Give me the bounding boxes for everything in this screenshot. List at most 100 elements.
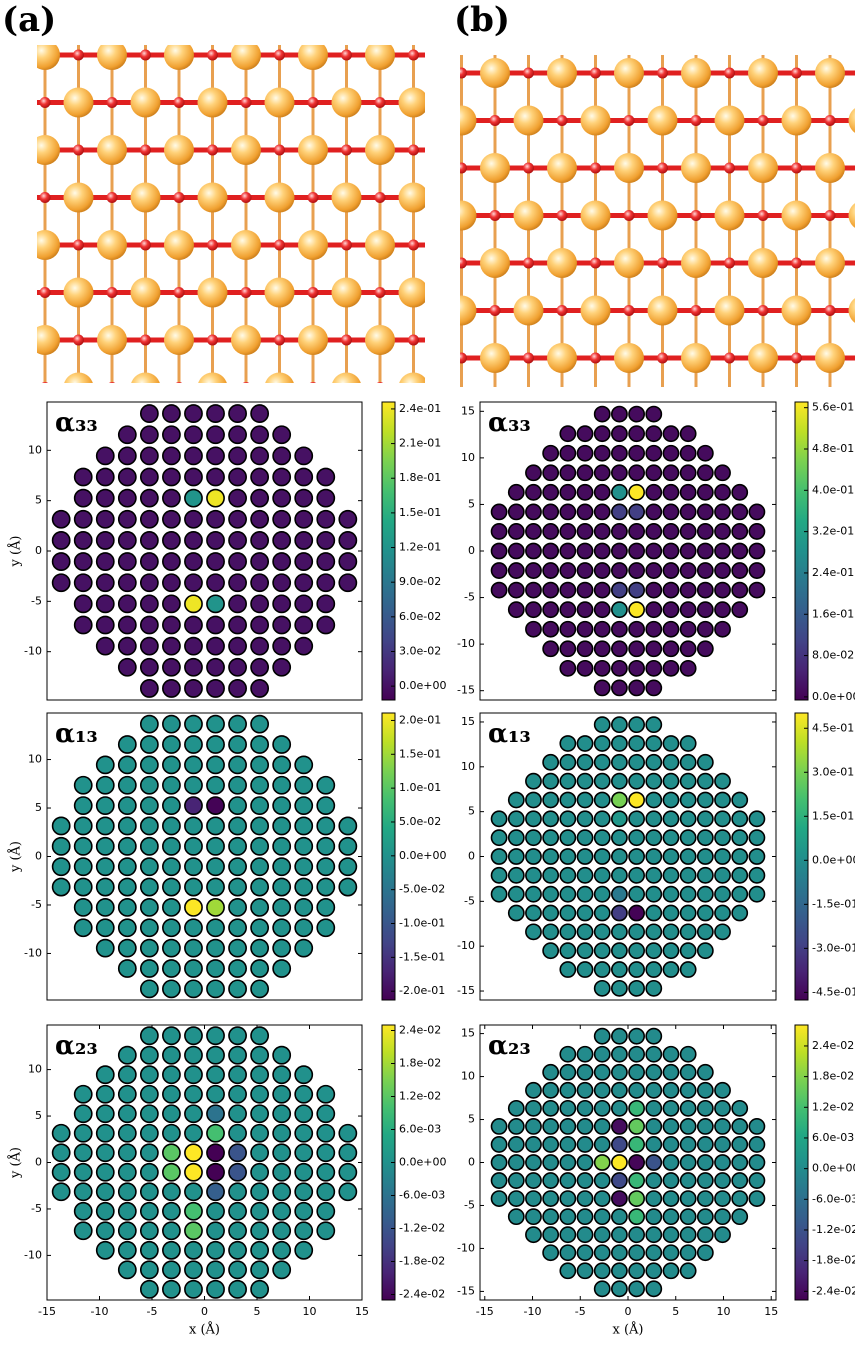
point [185, 511, 202, 528]
point [612, 583, 627, 598]
point [663, 887, 678, 902]
point [207, 574, 224, 591]
point [595, 924, 610, 939]
point [185, 858, 202, 875]
point [681, 602, 696, 617]
point [732, 1191, 747, 1206]
y-tick-label: 10 [28, 753, 42, 766]
point [185, 426, 202, 443]
point [185, 736, 202, 753]
point [612, 661, 627, 676]
point [119, 777, 136, 794]
point [75, 511, 92, 528]
point [646, 1281, 661, 1296]
point [141, 1086, 158, 1103]
point [543, 543, 558, 558]
point [273, 511, 290, 528]
point [207, 405, 224, 422]
point [295, 1105, 312, 1122]
point [163, 468, 180, 485]
oxygen-atom [341, 240, 352, 251]
point [663, 1245, 678, 1260]
oxygen-atom [107, 192, 118, 203]
point [663, 1083, 678, 1098]
point [663, 868, 678, 883]
point [732, 602, 747, 617]
point [229, 777, 246, 794]
point [97, 511, 114, 528]
point [251, 899, 268, 916]
point [141, 553, 158, 570]
point [141, 1203, 158, 1220]
point [251, 659, 268, 676]
point [646, 524, 661, 539]
point [75, 1203, 92, 1220]
point [295, 1164, 312, 1181]
point [732, 849, 747, 864]
colorbar-tick-label: 1.8e-01 [399, 471, 441, 484]
point [251, 777, 268, 794]
point [75, 919, 92, 936]
point [141, 468, 158, 485]
point [229, 817, 246, 834]
point [251, 1242, 268, 1259]
point [295, 1144, 312, 1161]
point [273, 659, 290, 676]
point [295, 797, 312, 814]
point [273, 878, 290, 895]
colorbar-tick-label: 1.5e-01 [812, 809, 854, 822]
colorbar-tick-label: -1.8e-02 [399, 1255, 445, 1268]
metal-atom [648, 106, 678, 136]
point [612, 1029, 627, 1044]
point [207, 1144, 224, 1161]
point [207, 426, 224, 443]
point [629, 943, 644, 958]
point [595, 736, 610, 751]
point [317, 532, 334, 549]
point [715, 868, 730, 883]
point [295, 858, 312, 875]
colorbar-tick-label: 2.0e-01 [399, 713, 441, 726]
point [681, 1083, 696, 1098]
point [646, 563, 661, 578]
point [715, 1191, 730, 1206]
point [663, 641, 678, 656]
point [560, 622, 575, 637]
point [229, 1281, 246, 1298]
point [163, 899, 180, 916]
y-tick-label: -10 [24, 645, 42, 658]
point [119, 899, 136, 916]
point [595, 446, 610, 461]
point [273, 919, 290, 936]
point [141, 1105, 158, 1122]
body: (a) (b) 1050-5-10y (Å)α₃₃0.0e+003.0e-026… [0, 0, 855, 1364]
point [577, 583, 592, 598]
point [509, 1173, 524, 1188]
point [207, 919, 224, 936]
point [577, 1191, 592, 1206]
point [163, 574, 180, 591]
point [185, 1066, 202, 1083]
point [629, 755, 644, 770]
colorbar-tick-label: -1.5e-01 [812, 897, 855, 910]
point [612, 426, 627, 441]
colorbar-tick-label: 1.5e-01 [399, 747, 441, 760]
point [749, 1155, 764, 1170]
y-tick-label: 0 [35, 1156, 42, 1169]
y-tick-label: 5 [468, 1113, 475, 1126]
point [749, 887, 764, 902]
point [185, 1261, 202, 1278]
point [97, 553, 114, 570]
y-tick-label: -5 [31, 1202, 42, 1215]
point [646, 1101, 661, 1116]
y-tick-label: 0 [35, 544, 42, 557]
point [681, 1245, 696, 1260]
metal-atom [815, 58, 845, 88]
point [698, 465, 713, 480]
point [207, 468, 224, 485]
point [273, 838, 290, 855]
point [295, 1242, 312, 1259]
point [629, 563, 644, 578]
point [560, 868, 575, 883]
point [577, 1083, 592, 1098]
